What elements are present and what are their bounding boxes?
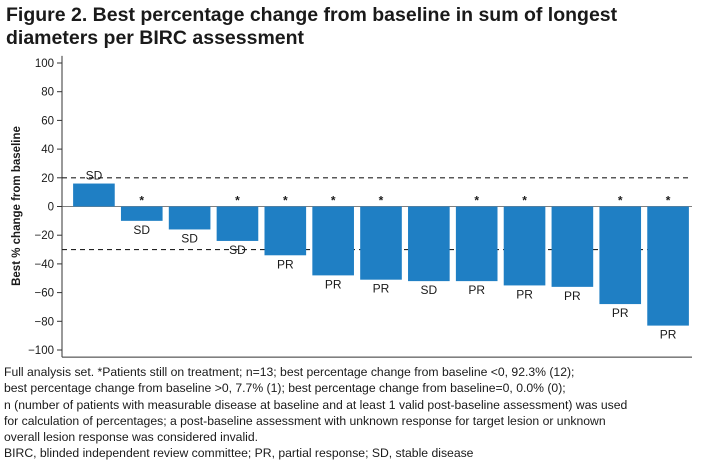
on-treatment-marker: * [331, 194, 336, 208]
y-tick-label: −20 [34, 230, 54, 242]
response-label: SD [421, 283, 438, 297]
bar [312, 206, 354, 276]
response-label: SD [133, 223, 150, 237]
footnote-line: overall lesion response was considered i… [4, 430, 259, 445]
response-label: PR [612, 306, 629, 320]
y-tick-label: −80 [34, 316, 54, 328]
y-axis: 100 80 60 40 20 0 −20 −40 −60 −80 −100 [28, 55, 692, 358]
footnote-line: for calculation of percentages; a post-b… [4, 413, 606, 428]
y-tick-label: 0 [48, 202, 54, 214]
response-label: SD [86, 169, 103, 183]
bar-labels: SD SD * SD SD * PR * PR * PR * SD PR * PR * PR PR * PR * [86, 169, 677, 342]
response-label: PR [660, 328, 677, 342]
on-treatment-marker: * [379, 194, 384, 208]
bar [551, 206, 594, 287]
on-treatment-marker: * [522, 194, 527, 208]
bars [73, 183, 689, 326]
footnote-line: Full analysis set. *Patients still on tr… [4, 365, 575, 379]
response-label: PR [516, 287, 533, 301]
figure-title: Figure 2. Best percentage change from ba… [6, 4, 618, 49]
response-label: PR [277, 257, 294, 271]
y-axis-label: Best % change from baseline [11, 126, 23, 286]
on-treatment-marker: * [618, 194, 623, 208]
bar [503, 206, 546, 286]
response-label: SD [181, 231, 198, 245]
on-treatment-marker: * [139, 194, 144, 208]
bar [408, 206, 450, 282]
footnotes: Full analysis set. *Patients still on tr… [4, 364, 699, 462]
footnote-line: best percentage change from baseline >0,… [4, 381, 566, 396]
y-tick-label: 60 [41, 115, 54, 127]
footnote-line: n (number of patients with measurable di… [4, 397, 628, 412]
response-label: PR [325, 277, 342, 291]
bar [264, 206, 307, 256]
y-tick-label: 40 [41, 144, 54, 156]
y-tick-label: 20 [41, 173, 54, 185]
y-tick-label: −40 [34, 259, 54, 271]
on-treatment-marker: * [474, 194, 479, 208]
bar [455, 206, 498, 282]
y-tick-label: −60 [34, 288, 54, 300]
bar [168, 206, 211, 230]
bar [360, 206, 402, 280]
on-treatment-marker: * [666, 194, 671, 208]
bar [599, 206, 642, 305]
response-label: SD [229, 243, 246, 257]
response-label: PR [564, 289, 581, 303]
y-tick-label: 100 [35, 58, 54, 70]
footnote-line: BIRC, blinded independent review committ… [4, 446, 474, 461]
bar [73, 183, 115, 207]
response-label: PR [373, 282, 390, 296]
on-treatment-marker: * [283, 194, 288, 208]
y-tick-label: 80 [41, 87, 54, 99]
y-tick-label: −100 [28, 345, 54, 357]
waterfall-chart: 100 80 60 40 20 0 −20 −40 −60 −80 −100 SD SD * SD SD * P… [11, 55, 692, 358]
bar [120, 206, 163, 221]
bar [216, 206, 259, 241]
response-label: PR [468, 283, 485, 297]
on-treatment-marker: * [235, 194, 240, 208]
bar [647, 206, 689, 326]
